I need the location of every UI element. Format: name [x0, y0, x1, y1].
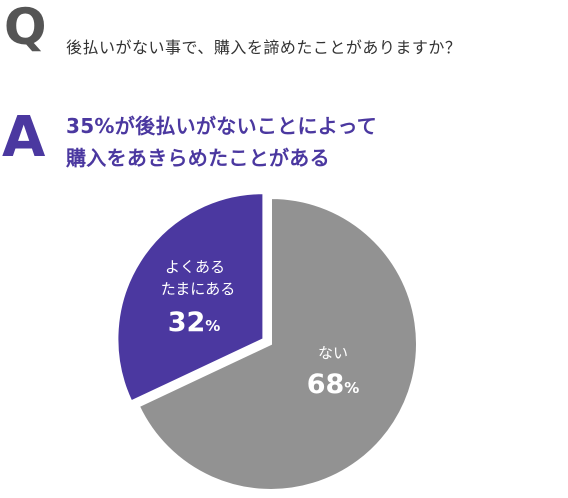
slice-value-no-number: 68 [307, 369, 345, 400]
question-text: 後払いがない事で、購入を諦めたことがありますか？ [66, 38, 462, 57]
slice-label-yes-line-1: よくある [165, 258, 225, 276]
slice-value-yes-unit: % [205, 317, 220, 335]
pie-slice-yes [116, 192, 265, 403]
answer-line-2: 購入をあきらめたことがある [66, 146, 330, 170]
slice-label-yes-line-2: たまにある [161, 280, 236, 298]
slice-value-no: 68% [307, 369, 360, 400]
slice-value-no-unit: % [344, 379, 359, 397]
pie-slice-no [137, 196, 418, 491]
slice-value-yes-number: 32 [168, 307, 206, 338]
slice-label-no: ない [318, 344, 348, 362]
answer-line-1: 35%が後払いがないことによって [66, 114, 378, 138]
question-letter: Q [4, 0, 47, 56]
answer-letter: A [2, 105, 46, 170]
answer-text: 35%が後払いがないことによって 購入をあきらめたことがある [66, 110, 377, 174]
slice-value-yes: 32% [168, 307, 221, 338]
